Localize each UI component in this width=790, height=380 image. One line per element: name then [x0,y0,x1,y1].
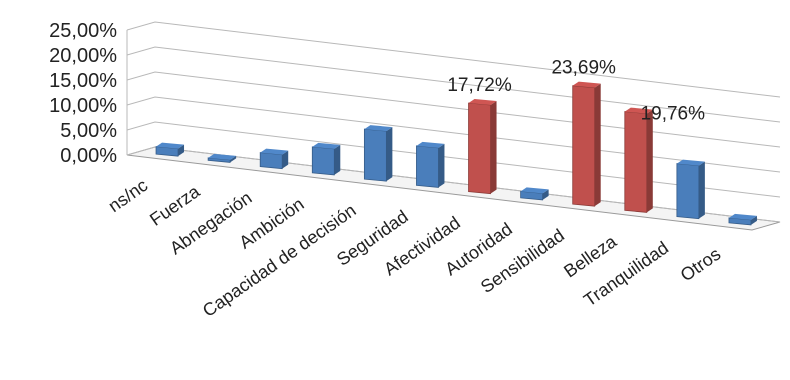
bar [311,142,341,176]
data-label: 19,76% [641,104,706,125]
bar [728,213,757,226]
bar [155,142,185,157]
bar-side-face [646,109,653,213]
bar [624,107,653,213]
bar-top-face [520,187,549,194]
data-label: 23,69% [551,58,616,79]
bar-front-face [572,85,596,207]
bar [468,99,497,195]
bar-side-face [750,215,757,225]
bar-top-face [676,159,705,166]
bar-top-face [728,213,757,220]
bar [520,187,549,201]
y-tick-label: 0,00% [60,145,117,167]
bar-top-face [416,141,445,148]
bar-top-face [156,142,185,149]
bar-side-face [698,161,705,219]
gridline [126,71,781,148]
bar-front-face [311,146,335,176]
bar-front-face [676,163,700,220]
bar-side-face [542,189,549,200]
bar [416,141,445,188]
y-tick-label: 25,00% [49,20,117,42]
bar-front-face [363,128,387,182]
bar-side-face [438,143,445,188]
data-label: 17,72% [447,75,512,96]
bar-side-face [334,144,341,175]
x-tick-label: ns/nc [105,175,152,216]
y-tick-label: 15,00% [49,70,117,92]
gridlines [126,21,781,231]
bar-front-face [468,102,491,195]
y-tick-label: 10,00% [49,95,117,117]
y-tick-label: 5,00% [60,120,117,142]
bar-side-face [490,101,497,194]
x-tick-label: Otros [677,244,725,286]
data-labels: 17,72% 23,69% 19,76% [447,58,705,125]
y-axis-ticks: 0,00% 5,00% 10,00% 15,00% 20,00% 25,00% [49,20,117,167]
gridline [126,121,781,198]
bar [207,153,237,163]
bar-top-face [260,148,289,155]
bar-top-face [312,142,341,149]
bar-side-face [230,155,237,163]
y-tick-label: 20,00% [49,45,117,67]
bar [676,159,705,220]
gridline [126,21,781,98]
bar-side-face [282,150,289,169]
gridline [126,146,781,223]
bar-top-face [572,81,601,88]
bar-top-face [364,125,393,132]
bar-front-face [624,111,648,213]
bar-side-face [178,144,185,157]
bar-side-face [386,127,393,182]
gridline [126,46,781,123]
bar [572,81,601,207]
bar-front-face [416,145,439,188]
bar [363,125,393,182]
bar-side-face [594,83,601,207]
bar [259,148,289,170]
bars [155,81,757,226]
bar-top-face [624,107,653,114]
bar-front-face [259,152,283,170]
gridline [126,96,781,173]
bar-top-face [468,99,497,106]
bar-top-face [208,153,237,160]
